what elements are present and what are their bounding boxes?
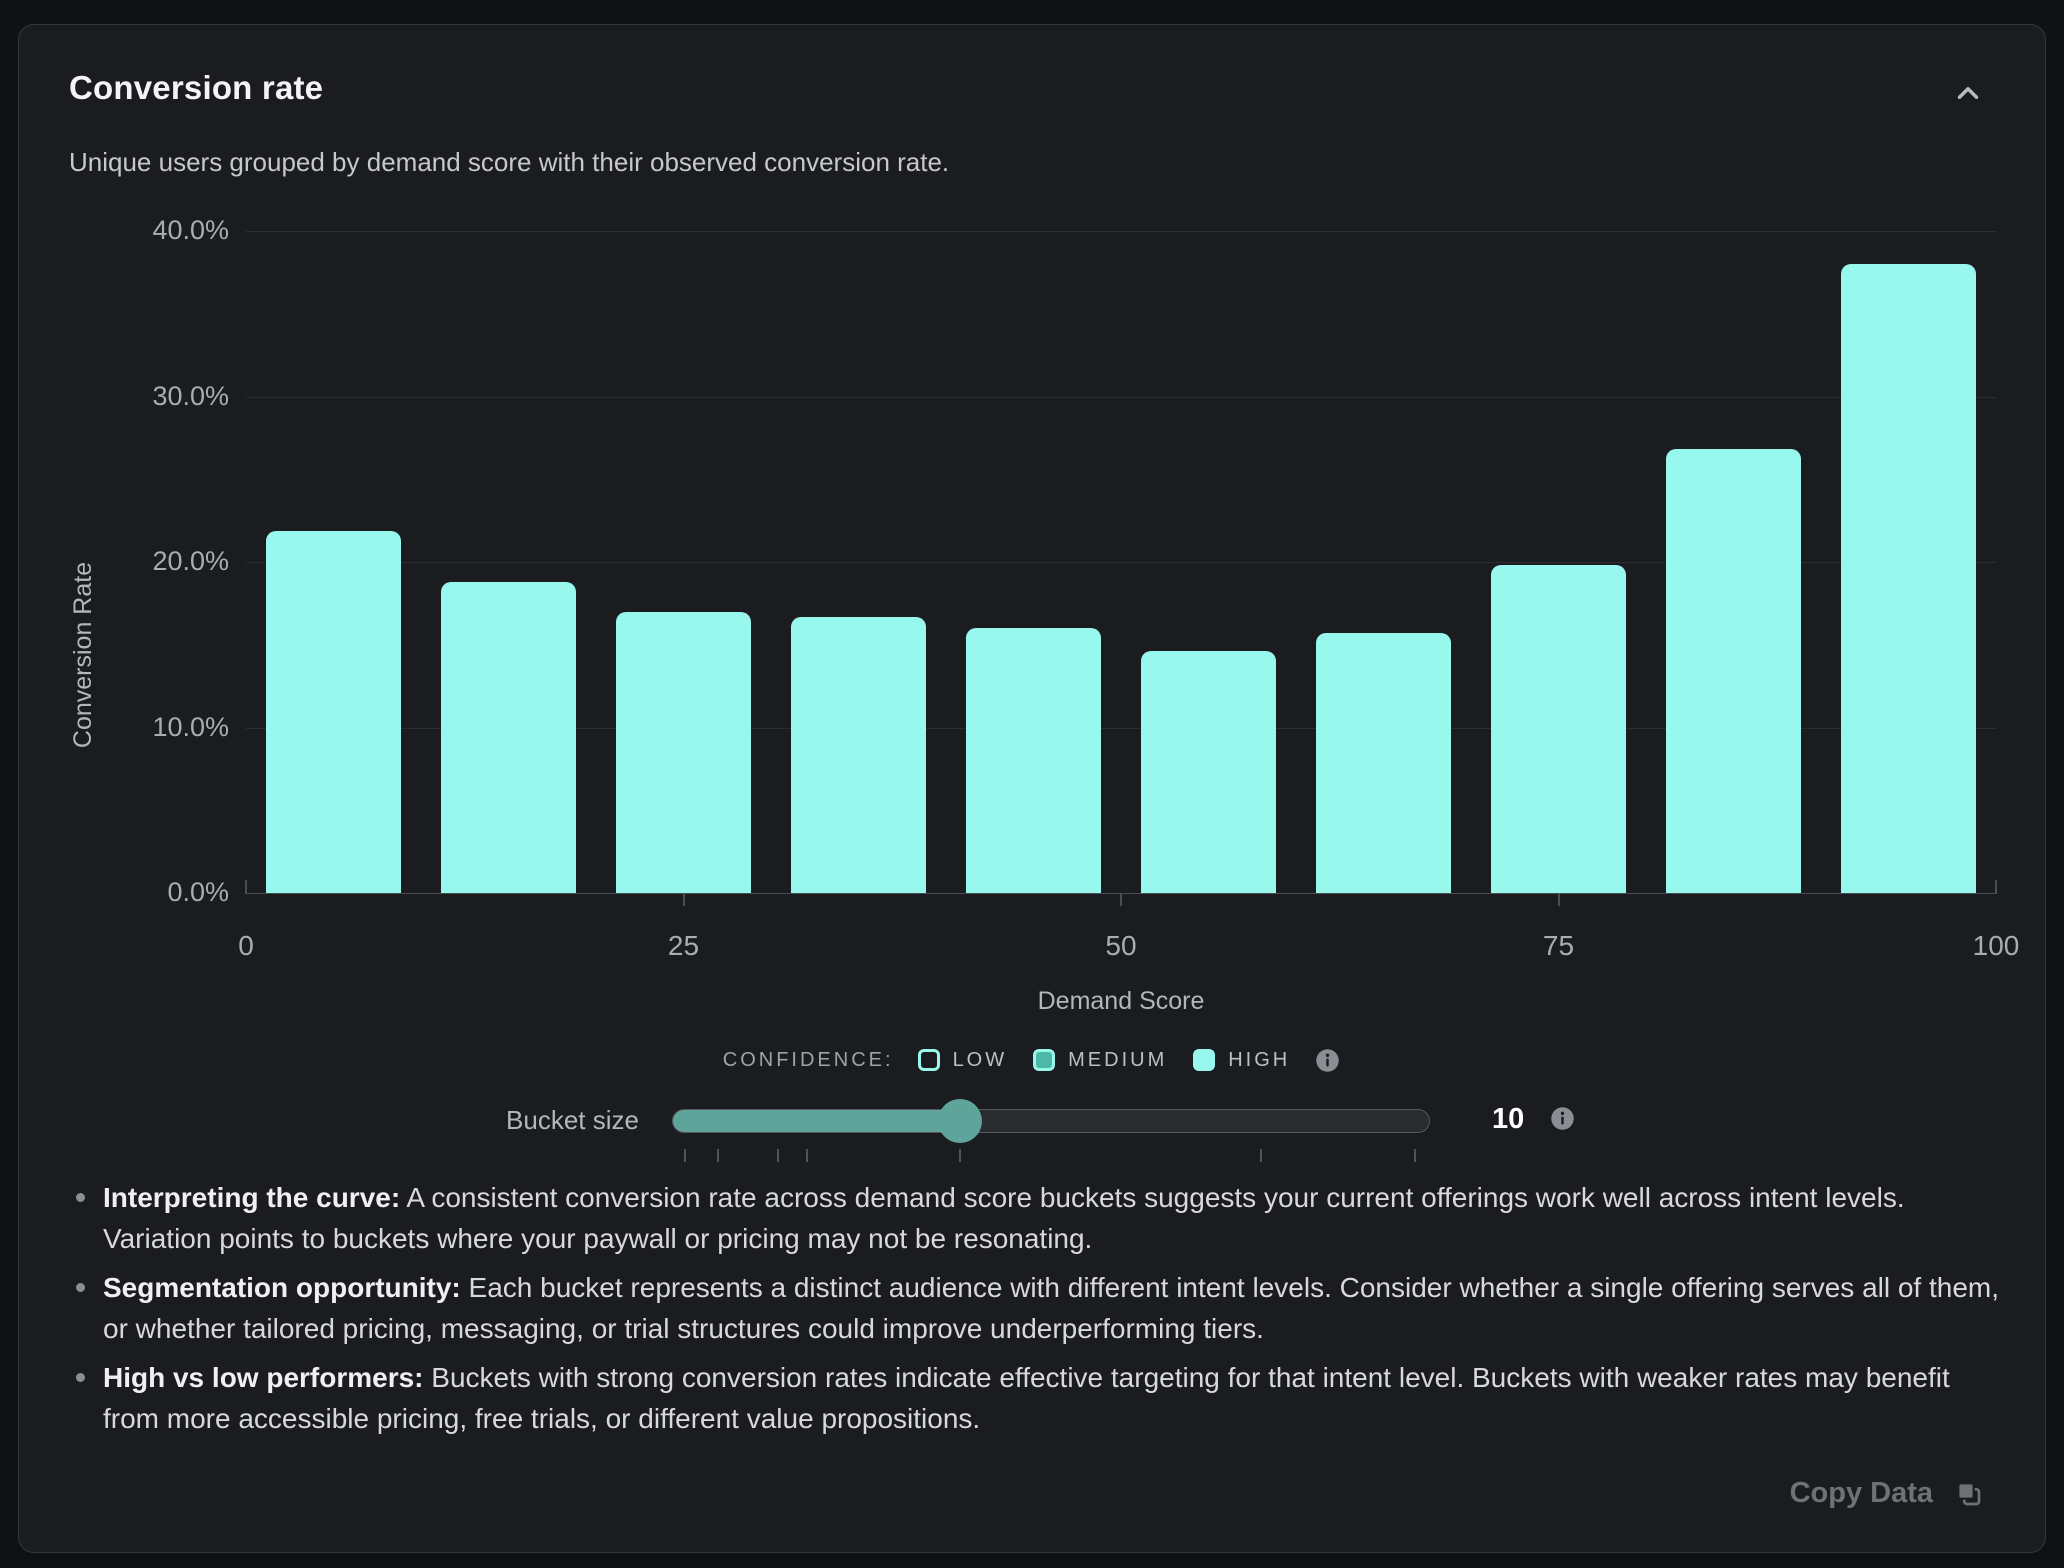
x-tick-label: 100 <box>1972 930 2020 961</box>
legend-item-label: MEDIUM <box>1068 1048 1168 1071</box>
legend-swatch-low <box>917 1049 940 1071</box>
legend-item-label: LOW <box>952 1048 1008 1071</box>
bar-90-100[interactable] <box>1841 264 1976 893</box>
slider-tick <box>1260 1149 1263 1162</box>
bucket-size-value: 10 <box>1492 1103 1525 1135</box>
bar-60-70[interactable] <box>1316 633 1451 893</box>
insight-item: Interpreting the curve: A consistent con… <box>69 1177 1999 1259</box>
insight-lead: High vs low performers: <box>103 1362 424 1393</box>
bar-70-80[interactable] <box>1491 565 1626 893</box>
bucket-size-info-button[interactable] <box>1549 1105 1576 1132</box>
chevron-up-icon <box>1951 76 1985 110</box>
x-tick-label: 75 <box>1542 930 1575 961</box>
chart-subtitle: Unique users grouped by demand score wit… <box>69 147 950 177</box>
slider-tick <box>777 1149 780 1162</box>
legend-item-medium: MEDIUM <box>1033 1049 1167 1072</box>
bar-50-60[interactable] <box>1141 651 1276 893</box>
confidence-info-button[interactable] <box>1314 1047 1341 1074</box>
y-tick-label: 0.0% <box>167 877 229 907</box>
slider-tick-marks <box>672 1149 1430 1163</box>
y-tick-label: 20.0% <box>152 546 229 576</box>
legend-item-label: HIGH <box>1228 1048 1291 1071</box>
bucket-size-slider[interactable] <box>672 1099 1430 1143</box>
bar-80-90[interactable] <box>1666 449 1801 893</box>
bar-40-50[interactable] <box>966 628 1101 893</box>
legend-item-low: LOW <box>917 1048 1008 1072</box>
insight-item: Segmentation opportunity: Each bucket re… <box>69 1267 1999 1349</box>
page-title: Conversion rate <box>69 69 324 106</box>
x-tick-label: 0 <box>238 930 254 961</box>
x-tick-label: 50 <box>1105 930 1137 961</box>
slider-tick <box>959 1149 962 1162</box>
x-tick-mark <box>245 880 247 894</box>
slider-tick <box>1414 1149 1417 1162</box>
confidence-legend: CONFIDENCE: LOW MEDIUM HIGH <box>19 1043 2045 1077</box>
insight-lead: Segmentation opportunity: <box>103 1272 461 1303</box>
bar-10-20[interactable] <box>441 581 576 893</box>
x-tick-mark <box>1120 894 1122 906</box>
x-axis-title: Demand Score <box>1037 987 1205 1015</box>
bar-30-40[interactable] <box>791 616 926 893</box>
bar-0-10[interactable] <box>266 530 401 893</box>
x-tick-label: 25 <box>667 930 700 961</box>
legend-item-high: HIGH <box>1193 1049 1290 1072</box>
insights-list: Interpreting the curve: A consistent con… <box>69 1177 1999 1447</box>
legend-title: CONFIDENCE: <box>722 1048 894 1071</box>
gridline <box>246 396 1996 398</box>
bucket-size-label: Bucket size <box>506 1105 639 1135</box>
slider-fill <box>673 1110 961 1132</box>
y-tick-label: 30.0% <box>152 380 229 411</box>
slider-tick <box>684 1149 687 1162</box>
gridline <box>246 727 1996 729</box>
info-icon <box>1549 1105 1576 1132</box>
collapse-button[interactable] <box>1946 73 1990 113</box>
copy-data-label: Copy Data <box>1789 1477 1933 1509</box>
slider-thumb[interactable] <box>938 1099 983 1143</box>
copy-icon <box>1953 1478 1985 1510</box>
x-tick-mark <box>1557 894 1560 906</box>
gridline <box>246 562 1996 563</box>
conversion-rate-card: Conversion rate Unique users grouped by … <box>18 24 2046 1553</box>
legend-swatch-high <box>1193 1049 1216 1071</box>
x-tick-mark <box>1995 880 1997 894</box>
slider-tick <box>716 1149 719 1162</box>
bar-20-30[interactable] <box>616 611 751 893</box>
y-tick-label: 10.0% <box>152 711 229 742</box>
insight-item: High vs low performers: Buckets with str… <box>69 1357 1999 1439</box>
x-tick-mark <box>682 894 685 906</box>
legend-swatch-medium <box>1033 1049 1056 1071</box>
bucket-size-control: Bucket size 10 <box>19 1097 2045 1162</box>
copy-data-button[interactable]: Copy Data <box>1790 1477 1985 1510</box>
y-tick-label: 40.0% <box>152 215 229 245</box>
insight-lead: Interpreting the curve: <box>103 1182 401 1213</box>
y-axis-labels: 0.0% 10.0% 20.0% 30.0% 40.0% <box>19 186 229 907</box>
slider-tick <box>806 1149 809 1162</box>
gridline <box>246 231 1996 232</box>
bar-chart-plot <box>245 186 1997 906</box>
info-icon <box>1314 1047 1341 1074</box>
x-axis-line <box>246 893 1996 894</box>
